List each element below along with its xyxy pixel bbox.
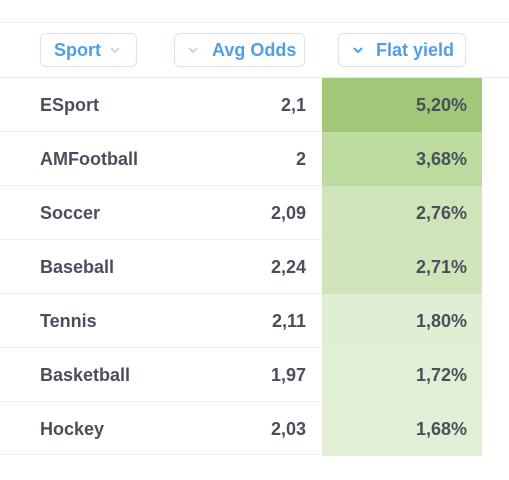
- flat-yield-cell: 2,71%: [322, 240, 482, 294]
- flat-yield-cell: 1,80%: [322, 294, 482, 348]
- flat-yield-cell: 3,68%: [322, 132, 482, 186]
- sport-cell: Baseball: [40, 256, 115, 277]
- chevron-down-icon: [109, 44, 121, 56]
- sport-cell: AMFootball: [40, 148, 138, 169]
- flat-yield-cell: 1,72%: [322, 348, 482, 402]
- avg-odds-cell: 2,24: [270, 256, 306, 277]
- flat-yield-cell: 1,68%: [322, 402, 482, 456]
- table-row: ESport 2,1 5,20%: [0, 78, 509, 132]
- table-body: ESport 2,1 5,20% AMFootball 2 3,68% Socc…: [0, 78, 509, 456]
- row-divider: [0, 401, 322, 402]
- avg-odds-cell: 2,1: [280, 94, 306, 115]
- row-divider: [0, 347, 322, 348]
- flat-yield-cell: 5,20%: [322, 78, 482, 132]
- flat-yield-column-header-button[interactable]: Flat yield: [338, 33, 466, 67]
- top-divider: [0, 22, 509, 23]
- flat-yield-cell: 2,76%: [322, 186, 482, 240]
- table-header: Sport Avg Odds Flat yield: [0, 23, 509, 77]
- table-row: Tennis 2,11 1,80%: [0, 294, 509, 348]
- table-row: Soccer 2,09 2,76%: [0, 186, 509, 240]
- avg-odds-cell: 1,97: [270, 364, 306, 385]
- table-row: Baseball 2,24 2,71%: [0, 240, 509, 294]
- table-row: Basketball 1,97 1,72%: [0, 348, 509, 402]
- row-divider: [0, 293, 322, 294]
- table-row: AMFootball 2 3,68%: [0, 132, 509, 186]
- avg-odds-cell: 2,09: [270, 202, 306, 223]
- avg-odds-cell: 2,11: [271, 310, 306, 331]
- sport-cell: Basketball: [40, 364, 131, 385]
- bottom-divider: [0, 454, 322, 455]
- row-divider: [0, 131, 322, 132]
- avg-odds-column-header-button[interactable]: Avg Odds: [174, 33, 305, 67]
- sport-column-header-button[interactable]: Sport: [40, 33, 137, 67]
- flat-yield-column-label: Flat yield: [376, 39, 455, 60]
- avg-odds-cell: 2: [295, 148, 306, 169]
- row-divider: [0, 185, 322, 186]
- sport-cell: Hockey: [40, 418, 105, 439]
- sport-cell: Tennis: [40, 310, 97, 331]
- sport-cell: ESport: [40, 94, 100, 115]
- avg-odds-column-label: Avg Odds: [212, 39, 297, 60]
- avg-odds-cell: 2,03: [270, 418, 306, 439]
- sport-cell: Soccer: [40, 202, 101, 223]
- sport-column-label: Sport: [54, 39, 101, 60]
- chevron-down-icon: [352, 44, 364, 56]
- chevron-down-icon: [187, 44, 199, 56]
- table-row: Hockey 2,03 1,68%: [0, 402, 509, 456]
- row-divider: [0, 239, 322, 240]
- header-divider: [0, 77, 509, 78]
